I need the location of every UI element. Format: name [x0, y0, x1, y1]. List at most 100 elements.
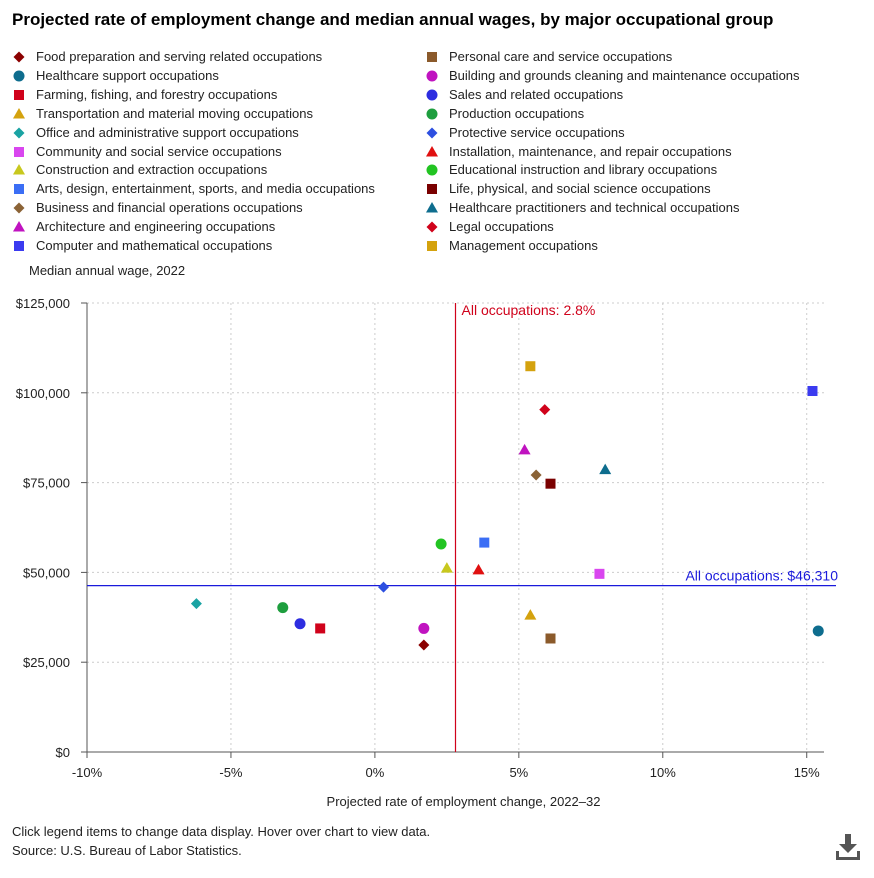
- data-point-circle[interactable]: [812, 625, 824, 637]
- legend-marker: [427, 241, 437, 251]
- legend-marker-square[interactable]: [14, 184, 24, 195]
- data-point-circle[interactable]: [435, 538, 447, 550]
- legend-marker-square[interactable]: [427, 52, 437, 62]
- footer-source: Source: U.S. Bureau of Labor Statistics.: [12, 843, 242, 858]
- legend-marker: [426, 127, 438, 139]
- legend: Food preparation and serving related occ…: [0, 0, 874, 260]
- data-point-circle[interactable]: [418, 622, 430, 634]
- legend-label: Farming, fishing, and forestry occupatio…: [36, 86, 278, 102]
- x-tick-label: 15%: [794, 765, 820, 780]
- y-tick-label: $25,000: [23, 655, 70, 670]
- data-point-square[interactable]: [479, 537, 490, 548]
- legend-marker-square[interactable]: [14, 89, 24, 100]
- legend-label: Computer and mathematical occupations: [36, 238, 273, 253]
- legend-marker-diamond[interactable]: [13, 127, 25, 139]
- legend-label: Personal care and service occupations: [449, 49, 673, 64]
- legend-label: Sales and related occupations: [449, 86, 624, 102]
- legend-marker: [426, 145, 438, 157]
- legend-label: Building and grounds cleaning and mainte…: [449, 67, 800, 83]
- data-point-square[interactable]: [525, 361, 536, 372]
- x-tick-label: 0%: [365, 765, 384, 780]
- download-icon[interactable]: [834, 832, 862, 862]
- legend-label: Arts, design, entertainment, sports, and…: [36, 181, 375, 197]
- legend-marker: [13, 127, 25, 139]
- legend-marker-triangle[interactable]: [13, 221, 25, 232]
- x-tick-label: -5%: [219, 765, 243, 780]
- legend-marker-square[interactable]: [14, 241, 24, 251]
- legend-label: Food preparation and serving related occ…: [36, 49, 323, 64]
- data-point-triangle[interactable]: [599, 463, 612, 475]
- legend-marker: [13, 70, 25, 82]
- x-tick-label: 10%: [650, 765, 676, 780]
- legend-marker: [14, 184, 24, 195]
- data-point-diamond[interactable]: [530, 469, 542, 481]
- scatter-chart[interactable]: -10% -5% 0% 5% 10% 15% $0 $25,000 $50,000 $75,000…: [0, 280, 874, 820]
- legend-label: Community and social service occupations: [36, 143, 282, 159]
- data-point-square[interactable]: [315, 623, 326, 634]
- legend-marker-diamond[interactable]: [13, 202, 25, 214]
- data-point-diamond[interactable]: [378, 581, 390, 593]
- chart-title: Projected rate of employment change and …: [12, 10, 774, 29]
- legend-label: Business and financial operations occupa…: [36, 200, 303, 216]
- legend-label: Transportation and material moving occup…: [36, 105, 313, 121]
- legend-marker: [13, 164, 25, 175]
- x-tick-label: 5%: [509, 765, 528, 780]
- legend-marker-triangle[interactable]: [426, 145, 438, 157]
- legend-marker: [427, 52, 437, 62]
- data-point-circle[interactable]: [294, 618, 306, 630]
- legend-marker: [13, 107, 25, 119]
- legend-marker: [14, 89, 24, 100]
- legend-marker-square[interactable]: [14, 146, 24, 157]
- legend-marker-diamond[interactable]: [426, 221, 438, 233]
- data-point-triangle[interactable]: [472, 563, 485, 575]
- legend-label: Educational instruction and library occu…: [449, 162, 718, 178]
- y-tick-label: $75,000: [23, 476, 70, 491]
- legend-marker-triangle[interactable]: [13, 164, 25, 175]
- data-point-square[interactable]: [807, 386, 818, 397]
- data-point-square[interactable]: [545, 478, 556, 489]
- legend-label: Life, physical, and social science occup…: [449, 181, 711, 197]
- legend-label: Office and administrative support occupa…: [36, 124, 299, 140]
- y-tick-label: $125,000: [16, 296, 70, 311]
- data-point-diamond[interactable]: [190, 598, 202, 610]
- legend-marker: [426, 70, 438, 82]
- legend-marker-square[interactable]: [427, 184, 437, 195]
- legend-marker-circle[interactable]: [426, 108, 438, 120]
- legend-marker: [13, 221, 25, 232]
- legend-marker-circle[interactable]: [13, 70, 25, 82]
- legend-marker-circle[interactable]: [426, 164, 438, 176]
- legend-marker: [14, 241, 24, 251]
- legend-label: Healthcare practitioners and technical o…: [449, 200, 740, 216]
- data-point-circle[interactable]: [277, 602, 289, 614]
- legend-marker-circle[interactable]: [426, 89, 438, 101]
- legend-marker: [14, 146, 24, 157]
- data-point-triangle[interactable]: [518, 443, 531, 455]
- legend-marker-diamond[interactable]: [426, 127, 438, 139]
- legend-marker: [427, 184, 437, 195]
- legend-label: Protective service occupations: [449, 124, 625, 140]
- legend-label: Production occupations: [449, 105, 585, 121]
- legend-marker: [426, 202, 438, 213]
- y-tick-label: $50,000: [23, 565, 70, 580]
- y-tick-label: $0: [56, 745, 70, 760]
- legend-label: Legal occupations: [449, 219, 554, 235]
- legend-marker-diamond[interactable]: [13, 51, 25, 63]
- legend-label: Installation, maintenance, and repair oc…: [449, 143, 732, 159]
- y-tick-label: $100,000: [16, 386, 70, 401]
- data-point-square[interactable]: [545, 633, 556, 644]
- data-point-triangle[interactable]: [524, 609, 537, 620]
- data-point-triangle[interactable]: [440, 562, 453, 573]
- data-point-diamond[interactable]: [539, 404, 551, 416]
- legend-marker-circle[interactable]: [426, 70, 438, 82]
- reference-label-y: All occupations: $46,310: [685, 568, 838, 584]
- legend-marker-triangle[interactable]: [426, 202, 438, 213]
- legend-label: Healthcare support occupations: [36, 67, 219, 83]
- legend-marker: [426, 164, 438, 176]
- y-axis-label: Median annual wage, 2022: [29, 263, 186, 278]
- data-point-diamond[interactable]: [418, 639, 430, 651]
- data-point-square[interactable]: [594, 568, 605, 579]
- legend-marker-triangle[interactable]: [13, 107, 25, 119]
- x-axis-label: Projected rate of employment change, 202…: [327, 794, 601, 809]
- legend-marker: [13, 202, 25, 214]
- legend-marker-square[interactable]: [427, 241, 437, 251]
